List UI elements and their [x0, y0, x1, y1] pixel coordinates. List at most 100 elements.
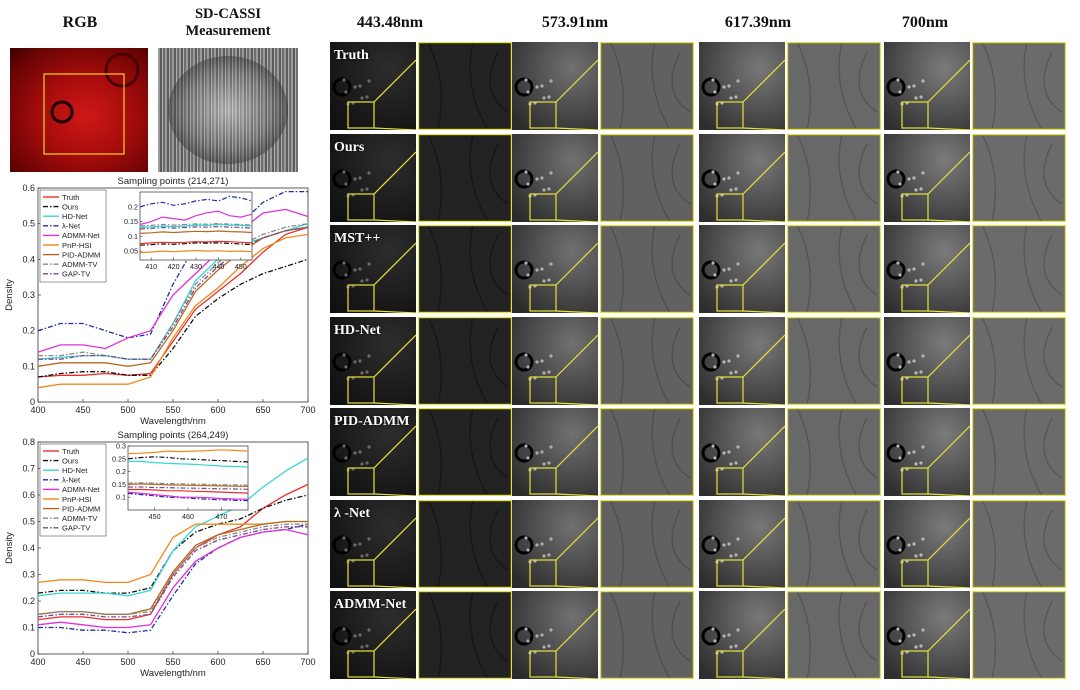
legend-entry: Truth: [62, 447, 79, 456]
method-label: ADMM-Net: [334, 597, 407, 612]
zoom-connector-top: [555, 517, 598, 560]
inset-y-tick-label: 0.25: [112, 454, 126, 463]
texture-dot: [353, 85, 357, 89]
zoom-overlay: [972, 408, 1066, 496]
ring-marker: [514, 77, 534, 97]
zoom-connector-bottom: [373, 493, 416, 496]
zoom-frame: [787, 408, 881, 496]
ring-marker: [701, 77, 721, 97]
rgb-ring-marker: [50, 100, 74, 124]
texture-dot: [358, 84, 362, 88]
texture-dot: [898, 639, 902, 643]
zoom-frame: [418, 225, 512, 313]
zoom-frame: [787, 591, 881, 679]
method-label: λ -Net: [334, 505, 371, 521]
texture-dot: [898, 364, 902, 369]
texture-dot: [736, 445, 740, 449]
texture-dot: [547, 278, 551, 282]
texture-dot: [711, 444, 715, 448]
inset-x-tick-label: 450: [149, 512, 161, 521]
texture-dot: [542, 645, 546, 649]
zoom-connector-bottom: [742, 218, 785, 222]
ring-marker: [514, 260, 534, 280]
zoom-connector-top: [373, 517, 416, 560]
texture-dot: [896, 169, 900, 174]
texture-dot: [722, 634, 726, 638]
texture-dot: [921, 79, 925, 83]
zoom-box: [901, 375, 929, 404]
zoom-frame: [418, 316, 512, 405]
texture-dot: [526, 364, 530, 369]
zoom-connector-bottom: [927, 127, 970, 130]
y-tick-label: 0.7: [22, 464, 35, 474]
ring-marker: [701, 443, 721, 463]
inset-series-line: [128, 460, 249, 468]
texture-dot: [360, 187, 364, 192]
vessel-lines: [981, 316, 1063, 405]
texture-dot: [365, 644, 369, 648]
tile-overlay: [514, 425, 598, 496]
vessel-lines: [981, 408, 1063, 496]
texture-dot: [542, 279, 546, 283]
zoom-frame: [972, 225, 1066, 313]
texture-dot: [524, 78, 528, 82]
zoom-overlay: [972, 316, 1066, 405]
zoom-frame: [787, 42, 881, 130]
ring-marker: [701, 352, 721, 371]
inset-series-line: [128, 486, 249, 490]
series-line: [38, 223, 309, 360]
y-tick-label: 0.2: [22, 596, 35, 606]
tile-7-1-full: [330, 591, 416, 679]
wavelength-header-1: 443.48nm: [356, 14, 424, 31]
tile-4-3-full: [699, 316, 785, 405]
zoom-frame: [600, 225, 694, 313]
texture-dot: [711, 261, 715, 265]
tile-7-1-zoom: [418, 591, 512, 679]
x-tick-label: 550: [165, 405, 180, 415]
legend-entry: ADMM-TV: [62, 514, 98, 523]
tile-6-1-full: [330, 499, 416, 588]
tile-7-3-zoom: [787, 591, 881, 679]
zoom-connector-top: [742, 242, 785, 286]
zoom-connector-top: [742, 334, 785, 377]
ring-marker: [332, 443, 352, 463]
tile-3-2-zoom: [600, 225, 694, 313]
zoom-connector-top: [373, 425, 416, 469]
measurement-header: SD-CASSI Measurement: [158, 6, 298, 40]
zoom-connector-bottom: [927, 310, 970, 313]
rgb-image: [10, 48, 148, 172]
texture-dot: [524, 261, 528, 265]
chart-title: Sampling points (264,249): [118, 430, 229, 441]
zoom-connector-top: [927, 242, 970, 286]
tile-7-2-full: [512, 591, 598, 679]
texture-dot: [729, 187, 733, 192]
vessel-lines: [796, 408, 878, 496]
vessel-lines: [609, 499, 691, 588]
texture-dot: [353, 176, 357, 181]
zoom-overlay: [418, 133, 512, 222]
zoom-overlay: [787, 42, 881, 130]
texture-dot: [358, 541, 362, 546]
zoom-overlay: [787, 316, 881, 405]
tile-overlay: [332, 151, 416, 222]
tile-1-4-zoom: [972, 42, 1066, 130]
measurement-image: [158, 48, 298, 172]
zoom-connector-bottom: [555, 493, 598, 496]
tile-3-3-full: [699, 225, 785, 313]
zoom-connector-bottom: [927, 401, 970, 405]
legend-entry: ADMM-Net: [62, 485, 100, 494]
texture-dot: [535, 359, 539, 364]
tile-5-2-full: [512, 408, 598, 496]
inset-series-line: [128, 488, 249, 494]
measurement-header-line1: SD-CASSI: [194, 6, 262, 22]
zoom-box: [901, 467, 929, 495]
series-line: [37, 208, 309, 353]
vessel-lines: [609, 408, 691, 496]
texture-dot: [722, 85, 726, 89]
vessel-lines: [427, 499, 509, 588]
texture-dot: [367, 262, 371, 266]
inset-x-tick-label: 410: [145, 262, 157, 271]
vessel-lines: [427, 316, 509, 405]
inset-series-line: [139, 225, 253, 230]
inset-y-tick-label: 0.2: [128, 202, 138, 211]
